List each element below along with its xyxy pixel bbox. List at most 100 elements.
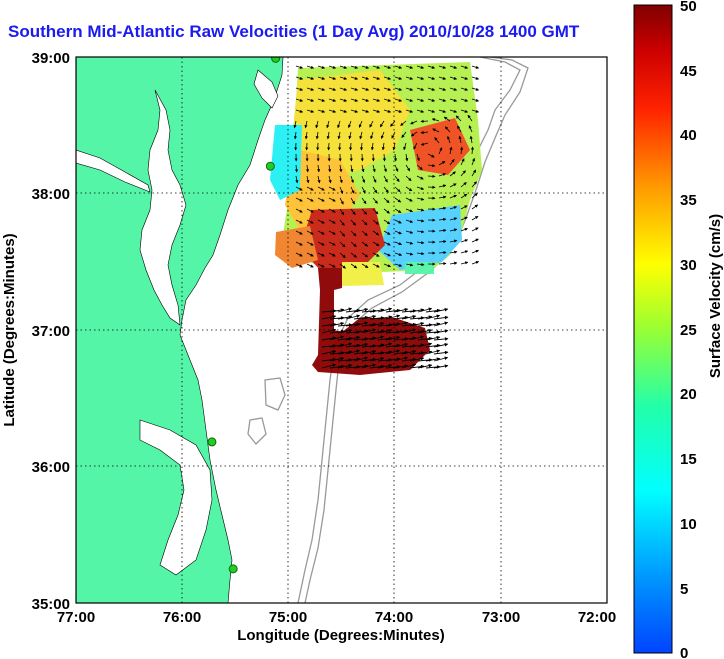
velocity-arrow: [460, 98, 469, 102]
velocity-arrow: [401, 131, 407, 139]
velocity-arrow: [416, 164, 423, 170]
velocity-arrow: [470, 146, 475, 155]
velocity-arrow: [377, 342, 393, 348]
velocity-arrow: [345, 314, 361, 320]
velocity-arrow: [405, 109, 414, 113]
velocity-arrow: [393, 329, 409, 334]
velocity-arrow: [328, 241, 336, 246]
velocity-arrow: [372, 197, 378, 204]
velocity-arrow: [337, 363, 353, 369]
velocity-arrow: [383, 263, 391, 268]
x-axis-label: Longitude (Degrees:Minutes): [237, 627, 445, 644]
sound-waters: [139, 419, 213, 576]
velocity-arrow: [295, 219, 303, 224]
velocity-arrow: [293, 120, 297, 129]
velocity-arrow: [329, 343, 345, 348]
velocity-arrow: [353, 350, 369, 355]
velocity-arrow: [438, 239, 447, 244]
velocity-arrow: [409, 351, 425, 355]
velocity-arrow: [377, 328, 393, 334]
velocity-arrow: [449, 76, 458, 80]
velocity-arrow: [339, 219, 345, 226]
velocity-arrow: [438, 173, 447, 177]
velocity-arrow: [425, 349, 441, 355]
velocity-arrow: [328, 219, 336, 224]
velocity-arrow: [416, 219, 425, 223]
velocity-arrow: [350, 219, 356, 226]
velocity-arrow: [295, 87, 304, 91]
velocity-arrow: [383, 76, 392, 80]
velocity-arrow: [361, 322, 377, 327]
velocity-arrow: [353, 307, 369, 313]
velocity-arrow: [328, 230, 336, 235]
velocity-arrow: [361, 314, 377, 320]
velocity-arrow: [433, 350, 449, 355]
velocity-arrow: [460, 65, 469, 69]
velocity-arrow: [339, 230, 346, 237]
velocity-arrow: [394, 230, 402, 235]
velocity-arrow: [405, 219, 414, 223]
colorbar-tick-label: 40: [680, 127, 697, 144]
velocity-arrow: [394, 87, 403, 91]
velocity-arrow: [443, 116, 451, 122]
velocity-arrow: [433, 329, 449, 334]
colorbar-tick-label: 30: [680, 257, 697, 274]
velocity-arrow: [350, 65, 359, 69]
velocity-arrow: [369, 335, 385, 341]
velocity-arrow: [306, 230, 314, 235]
velocity-arrow: [460, 261, 469, 265]
velocity-arrow: [417, 363, 433, 369]
velocity-arrow: [321, 314, 337, 320]
velocity-arrow: [306, 98, 315, 102]
velocity-arrow: [449, 87, 458, 91]
velocity-arrow: [339, 197, 344, 205]
velocity-arrow: [390, 120, 396, 127]
velocity-arrow: [317, 219, 325, 224]
velocity-arrow: [460, 193, 468, 199]
velocity-arrow: [405, 65, 414, 69]
velocity-arrow: [339, 208, 345, 216]
velocity-arrow: [304, 131, 308, 140]
velocity-arrow: [315, 131, 319, 140]
velocity-arrow: [393, 364, 409, 369]
velocity-arrow: [383, 175, 388, 183]
velocity-arrow: [438, 109, 447, 113]
velocity-arrow: [295, 186, 303, 191]
colorbar-tick-label: 45: [680, 63, 697, 80]
velocity-arrow: [438, 262, 447, 266]
colorbar-tick-label: 20: [680, 386, 697, 403]
velocity-arrow: [383, 186, 389, 193]
velocity-arrow: [401, 363, 417, 369]
velocity-arrow: [306, 241, 314, 246]
velocity-arrow: [295, 109, 304, 113]
velocity-arrow: [449, 228, 458, 232]
colorbar-tick-label: 5: [680, 581, 688, 598]
velocity-arrow: [350, 208, 356, 216]
velocity-arrow: [405, 197, 413, 202]
velocity-arrow: [350, 263, 358, 269]
velocity-arrow: [345, 335, 361, 341]
velocity-arrow: [394, 208, 402, 213]
velocity-arrow: [369, 308, 385, 313]
velocity-arrow: [294, 164, 299, 173]
velocity-arrow: [329, 351, 345, 355]
velocity-arrow: [337, 131, 341, 140]
velocity-arrow: [317, 65, 326, 69]
velocity-arrow: [425, 330, 441, 334]
velocity-arrow: [372, 219, 379, 225]
velocity-arrow: [417, 307, 433, 313]
velocity-arrow: [350, 175, 354, 184]
velocity-arrow: [425, 357, 441, 362]
velocity-arrow: [317, 186, 325, 191]
velocity-arrow: [361, 109, 370, 113]
velocity-arrow: [381, 142, 385, 151]
velocity-arrow: [337, 336, 353, 341]
hf-radar-station-marker: [207, 437, 217, 447]
velocity-arrow: [468, 125, 473, 133]
velocity-arrow: [377, 336, 393, 341]
velocity-arrow: [339, 263, 346, 269]
velocity-arrow: [339, 87, 348, 91]
velocity-arrow: [316, 164, 321, 173]
velocity-arrow: [405, 263, 414, 267]
velocity-arrow: [361, 309, 377, 313]
